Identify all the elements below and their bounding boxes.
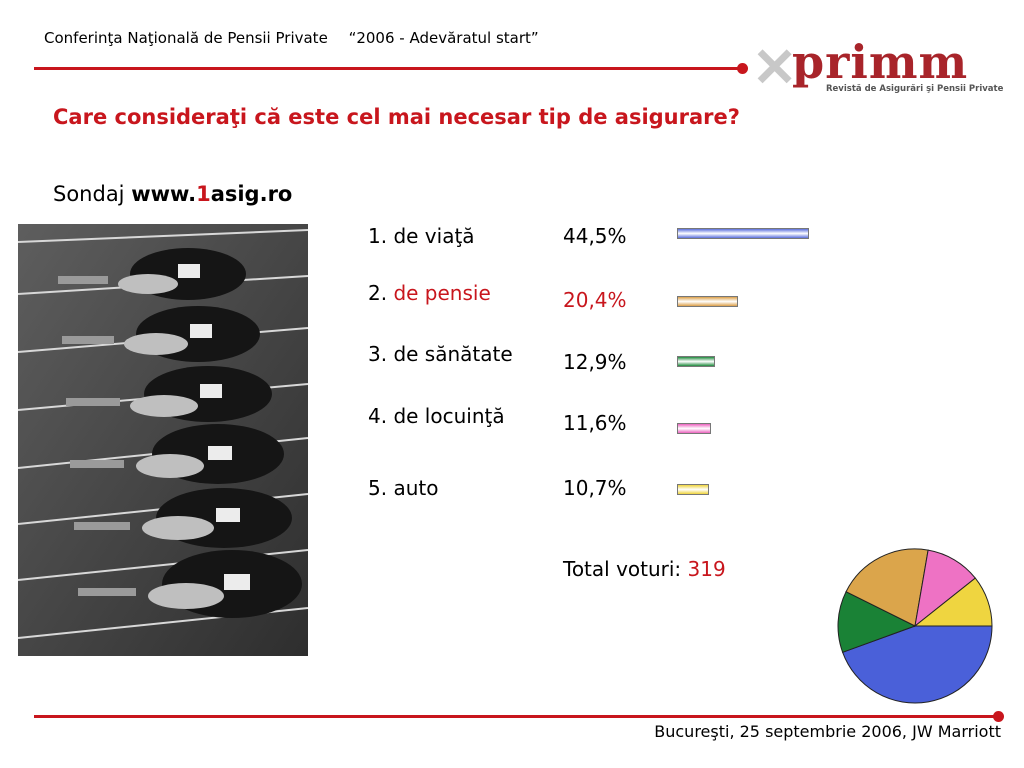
value-label-1: 44,5% xyxy=(563,224,627,248)
slide-question: Care consideraţi că este cel mai necesar… xyxy=(53,105,740,129)
bar-2 xyxy=(677,296,738,307)
value-label-3: 12,9% xyxy=(563,350,627,374)
category-label-3: 3. de sănătate xyxy=(368,342,513,366)
conference-title: Conferinţa Naţională de Pensii Private xyxy=(44,29,328,47)
category-label-2-prefix: 2. xyxy=(368,281,394,305)
bar-4 xyxy=(677,423,711,434)
total-votes: Total voturi: 319 xyxy=(563,557,726,581)
survey-site: www.1asig.ro xyxy=(131,182,292,206)
pie-chart xyxy=(837,548,993,704)
bottom-rule xyxy=(34,715,1000,718)
category-label-5: 5. auto xyxy=(368,476,439,500)
top-rule-dot xyxy=(737,63,748,74)
category-label-1: 1. de viaţă xyxy=(368,224,475,248)
value-label-2: 20,4% xyxy=(563,288,627,312)
sprinters-start-photo-icon xyxy=(18,224,308,656)
bar-5 xyxy=(677,484,709,495)
pie-slice-viata xyxy=(841,625,993,704)
bottom-rule-dot xyxy=(993,711,1004,722)
conference-header: Conferinţa Naţională de Pensii Private “… xyxy=(44,29,539,47)
pie-slice-pensie xyxy=(845,548,929,627)
total-votes-label: Total voturi: xyxy=(563,557,682,581)
category-label-2: 2. de pensie xyxy=(368,281,491,305)
total-votes-value: 319 xyxy=(687,557,726,581)
logo-wordmark: primm xyxy=(792,35,969,89)
primm-logo: ✕ primm Revistă de Asigurări şi Pensii P… xyxy=(750,35,1004,100)
category-label-4: 4. de locuinţă xyxy=(368,404,505,428)
category-label-2-highlight: de pensie xyxy=(393,281,491,305)
top-rule xyxy=(34,67,742,70)
pie-slice-sanatate xyxy=(837,591,917,653)
pie-slice-auto xyxy=(913,577,993,627)
value-label-5: 10,7% xyxy=(563,476,627,500)
survey-site-part-c: asig.ro xyxy=(210,182,293,206)
conference-motto: “2006 - Adevăratul start” xyxy=(348,29,539,47)
survey-site-part-a: www. xyxy=(131,182,197,206)
footer-location: Bucureşti, 25 septembrie 2006, JW Marrio… xyxy=(654,722,1001,741)
logo-x-mark-icon: ✕ xyxy=(752,35,798,99)
value-label-4: 11,6% xyxy=(563,411,627,435)
survey-prefix: Sondaj xyxy=(53,182,125,206)
survey-site-part-b: 1 xyxy=(196,182,211,206)
logo-tagline: Revistă de Asigurări şi Pensii Private xyxy=(826,84,1004,94)
bar-3 xyxy=(677,356,715,367)
sprinters-photo xyxy=(18,224,308,656)
survey-source: Sondaj www.1asig.ro xyxy=(53,182,292,206)
bar-1 xyxy=(677,228,809,239)
